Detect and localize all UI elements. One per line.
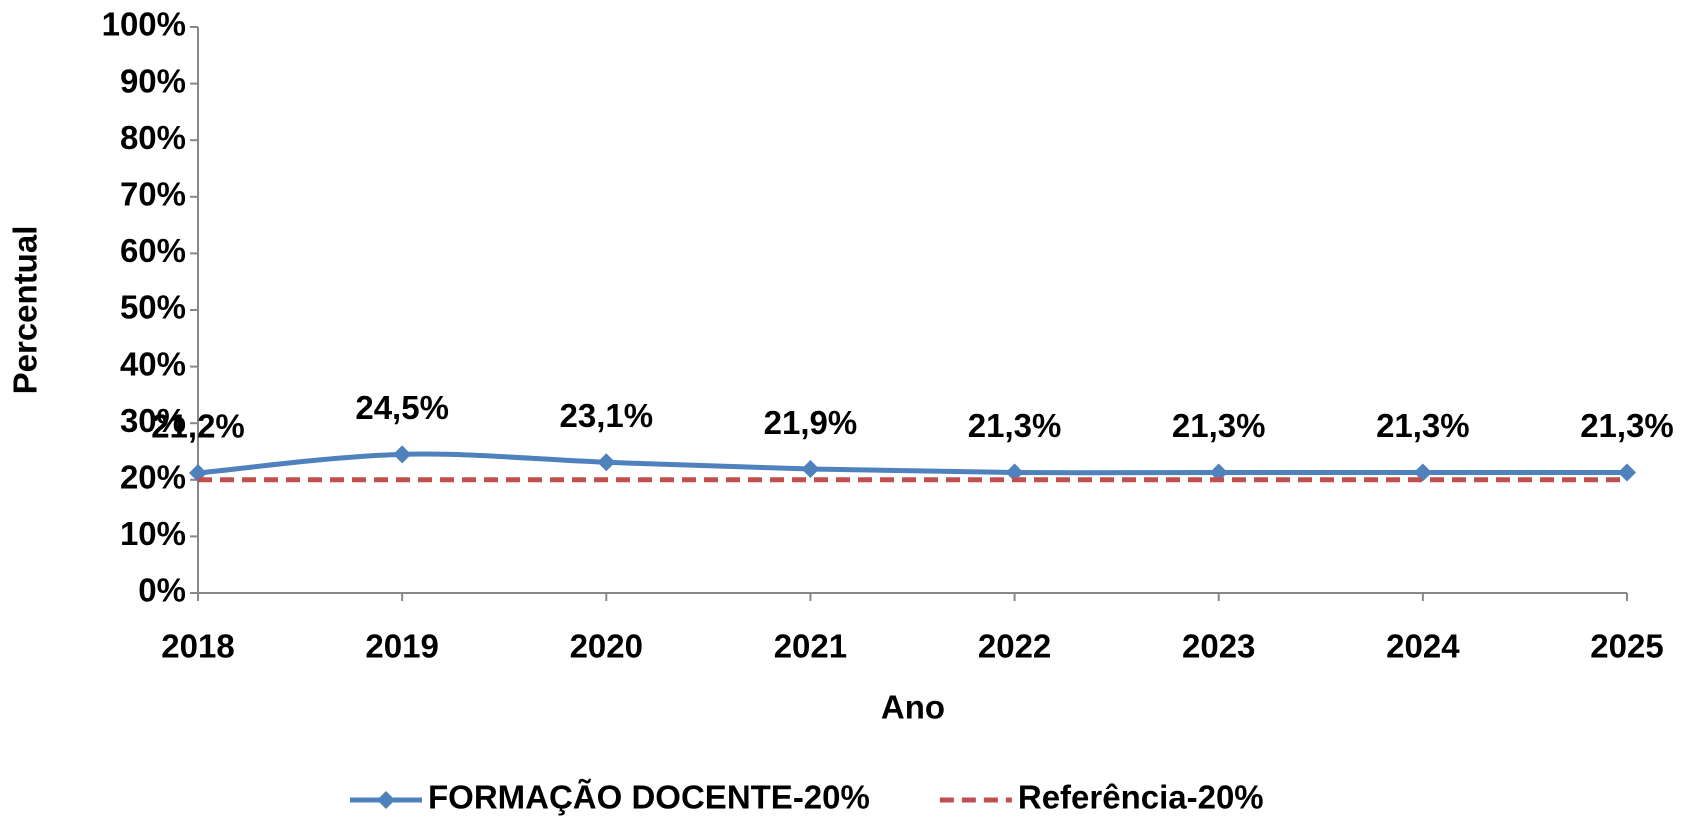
x-tick-label: 2019	[365, 628, 438, 665]
marker	[1209, 463, 1228, 482]
series-line	[197, 451, 1627, 476]
data-label: 21,3%	[1376, 407, 1470, 444]
data-label: 24,5%	[355, 389, 449, 426]
x-tick-label: 2021	[774, 628, 847, 665]
y-tick-label: 30%	[120, 402, 186, 439]
y-tick-label: 90%	[120, 62, 186, 99]
x-tick-label: 2018	[161, 628, 234, 665]
marker	[597, 453, 616, 472]
x-tick-label: 2023	[1182, 628, 1255, 665]
legend-label: Referência-20%	[1018, 779, 1264, 816]
marker	[1413, 463, 1432, 482]
y-tick-label: 60%	[120, 232, 186, 269]
marker	[393, 445, 412, 464]
y-axis-label: Percentual	[7, 226, 44, 395]
data-label: 21,2%	[151, 408, 245, 445]
data-label: 21,3%	[1172, 407, 1266, 444]
y-tick-label: 80%	[120, 119, 186, 156]
marker	[1618, 463, 1636, 482]
data-label: 23,1%	[559, 397, 653, 434]
legend-marker	[377, 791, 395, 809]
legend-label: FORMAÇÃO DOCENTE-20%	[428, 779, 870, 816]
x-tick-label: 2024	[1386, 628, 1460, 665]
y-tick-label: 40%	[120, 345, 186, 382]
data-label: 21,3%	[1580, 407, 1674, 444]
y-tick-label: 100%	[102, 6, 186, 43]
y-tick-label: 70%	[120, 176, 186, 213]
marker	[1005, 463, 1024, 482]
y-tick-label: 20%	[120, 459, 186, 496]
x-axis-label: Ano	[881, 689, 945, 726]
x-tick-label: 2020	[570, 628, 643, 665]
y-tick-label: 10%	[120, 515, 186, 552]
y-tick-label: 50%	[120, 289, 186, 326]
y-tick-label: 0%	[138, 572, 186, 609]
x-tick-label: 2022	[978, 628, 1051, 665]
data-label: 21,3%	[968, 407, 1062, 444]
marker	[801, 460, 820, 479]
x-tick-label: 2025	[1590, 628, 1663, 665]
data-label: 21,9%	[764, 404, 858, 441]
